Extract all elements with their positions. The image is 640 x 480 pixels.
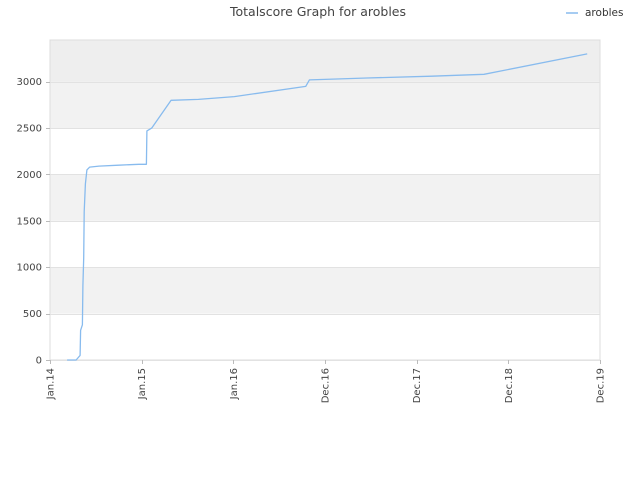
y-tick-label: 1500	[17, 216, 42, 227]
x-tick-label: Jan.16	[229, 368, 240, 400]
y-tick-label: 3000	[17, 77, 42, 88]
plot-bands	[49, 39, 601, 361]
series-layer	[67, 53, 588, 361]
x-axis: Jan.14 Jan.15 Jan.16 Dec.16 Dec.17 Dec.18 Dec.…	[46, 360, 607, 403]
chart-title: Totalscore Graph for arobles	[229, 4, 406, 19]
plot-band	[50, 220, 600, 268]
plot-band	[50, 81, 600, 129]
y-tick-label: 2500	[17, 124, 42, 135]
plot-band	[50, 128, 600, 175]
x-tick-label: Jan.14	[46, 368, 57, 400]
y-axis: 0 500 1000 1500 2000 2500 3000	[17, 77, 50, 367]
plot-band	[50, 174, 600, 221]
series-line	[67, 53, 588, 361]
y-tick-label: 1000	[17, 263, 42, 274]
x-tick-label: Jan.15	[137, 368, 148, 400]
legend-label: arobles	[585, 7, 623, 19]
x-tick-label: Dec.18	[504, 368, 515, 403]
y-tick-label: 500	[23, 309, 42, 320]
plot-band	[50, 40, 600, 82]
x-tick-label: Dec.17	[412, 368, 423, 403]
y-tick-label: 0	[36, 356, 42, 367]
plot-band	[50, 313, 600, 360]
x-tick-label: Dec.19	[596, 368, 607, 403]
plot-band	[50, 267, 600, 314]
x-tick-label: Dec.16	[321, 368, 332, 403]
legend: arobles	[566, 7, 623, 19]
y-tick-label: 2000	[17, 170, 42, 181]
